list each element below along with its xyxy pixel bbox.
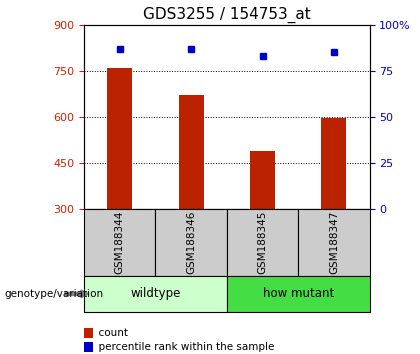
Text: wildtype: wildtype (130, 287, 181, 300)
Text: count: count (92, 328, 129, 338)
Text: GSM188347: GSM188347 (329, 211, 339, 274)
Bar (84, 276, 227, 312)
Bar (84, 209, 155, 276)
Bar (107, 68, 132, 209)
Bar (250, 150, 275, 209)
Text: how mutant: how mutant (262, 287, 334, 300)
Text: GSM188346: GSM188346 (186, 211, 196, 274)
Bar (321, 118, 346, 209)
Bar (155, 209, 227, 276)
Bar (227, 276, 370, 312)
Title: GDS3255 / 154753_at: GDS3255 / 154753_at (143, 7, 311, 23)
Bar (298, 209, 370, 276)
Text: genotype/variation: genotype/variation (4, 289, 103, 299)
Text: GSM188345: GSM188345 (257, 211, 268, 274)
Bar (227, 209, 298, 276)
Text: GSM188344: GSM188344 (115, 211, 125, 274)
Text: percentile rank within the sample: percentile rank within the sample (92, 342, 275, 352)
Bar (178, 95, 204, 209)
